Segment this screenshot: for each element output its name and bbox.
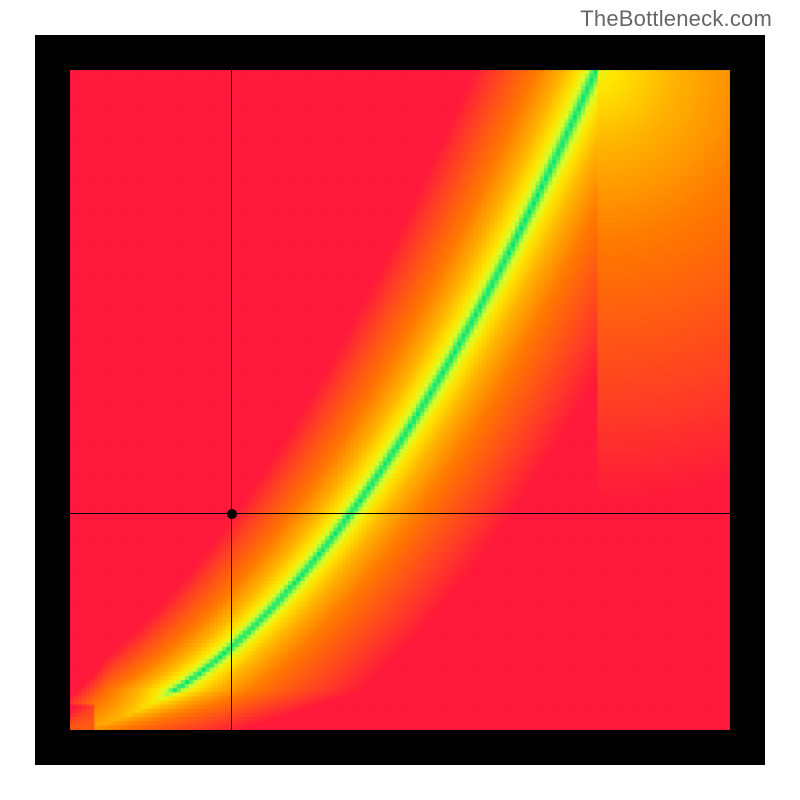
watermark-text: TheBottleneck.com (580, 6, 772, 32)
plot-area (35, 35, 765, 765)
root-container: TheBottleneck.com (0, 0, 800, 800)
heatmap-canvas (35, 35, 765, 765)
